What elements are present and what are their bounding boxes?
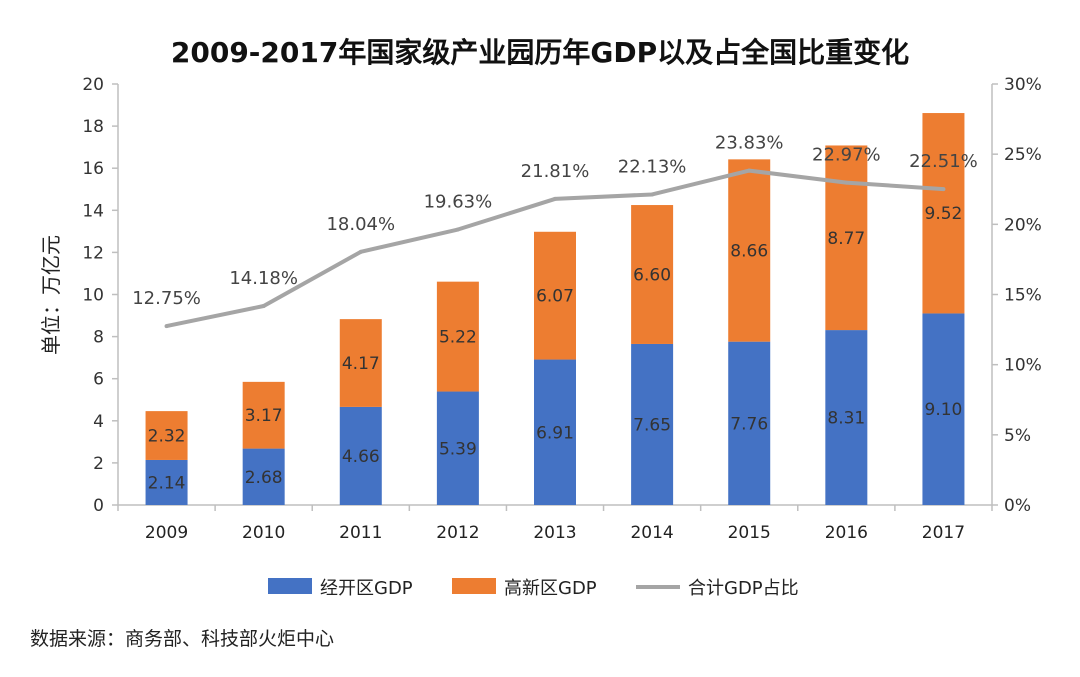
y-tick-label: 14 (82, 201, 104, 221)
bar-gaoxin-2017 (922, 113, 965, 314)
legend-swatch (268, 578, 312, 594)
bar-gaoxin-2016 (825, 145, 868, 331)
bar-data-label: 4.17 (342, 354, 380, 374)
gdp-share-point (941, 187, 946, 192)
bar-data-label: 7.65 (633, 415, 671, 435)
legend: 经开区GDP 高新区GDP 合计GDP占比 (268, 578, 799, 599)
y-tick-label: 18 (82, 117, 104, 137)
y2-tick-label: 15% (1004, 286, 1042, 306)
bar-data-label: 9.10 (925, 400, 963, 420)
x-tick-label: 2017 (922, 523, 965, 543)
y2-tick-label: 30% (1004, 75, 1042, 95)
x-tick-label: 2009 (145, 523, 188, 543)
x-tick-label: 2016 (825, 523, 868, 543)
gdp-share-point (164, 324, 169, 329)
bar-jingkai-2010 (242, 448, 285, 505)
gdp-share-point (844, 180, 849, 185)
line-data-label: 18.04% (326, 214, 395, 235)
bar-data-label: 8.77 (827, 229, 865, 249)
line-data-label: 14.18% (229, 268, 298, 289)
bar-gaoxin-2015 (728, 159, 771, 342)
x-tick-label: 2015 (728, 523, 771, 543)
y-tick-label: 4 (93, 412, 104, 432)
line-data-label: 22.97% (812, 145, 881, 166)
legend-label: 经开区GDP (320, 578, 413, 599)
bar-gaoxin-2011 (339, 319, 382, 407)
y-tick-label: 16 (82, 159, 104, 179)
y-tick-label: 6 (93, 370, 104, 390)
bar-jingkai-2014 (631, 343, 674, 505)
bar-jingkai-2013 (534, 359, 576, 505)
bar-data-label: 8.31 (827, 409, 865, 429)
x-tick-label: 2012 (436, 523, 479, 543)
bar-gaoxin-2010 (242, 381, 285, 449)
bar-gaoxin-2009 (145, 411, 188, 460)
bar-data-label: 6.07 (536, 287, 574, 307)
line-data-label: 22.13% (618, 156, 687, 177)
bar-data-label: 2.68 (245, 468, 283, 488)
bar-data-label: 8.66 (730, 242, 768, 262)
x-tick-label: 2013 (533, 523, 576, 543)
bar-gaoxin-2012 (436, 281, 479, 392)
bar-data-label: 2.32 (148, 427, 186, 447)
bar-jingkai-2012 (436, 391, 479, 505)
gdp-share-point (455, 227, 460, 232)
bar-data-label: 6.60 (633, 266, 671, 286)
y2-tick-label: 5% (1004, 426, 1031, 446)
gdp-share-point (650, 192, 655, 197)
bar-jingkai-2017 (922, 313, 965, 505)
x-tick-label: 2010 (242, 523, 285, 543)
bar-data-label: 3.17 (245, 406, 283, 426)
plot-area: 0 2 4 6 8 10 12 14 16 18 20 0% 5% 10% 15% 20% 25% 30% 2009… (82, 75, 1041, 543)
bar-data-label: 5.22 (439, 328, 477, 348)
source-note: 数据来源：商务部、科技部火炬中心 (30, 628, 334, 650)
bar-data-label: 4.66 (342, 447, 380, 467)
bar-gaoxin-2014 (631, 205, 674, 344)
gdp-share-point (747, 168, 752, 173)
legend-label: 高新区GDP (504, 578, 597, 599)
y2-tick-label: 0% (1004, 496, 1031, 516)
y-tick-label: 8 (93, 328, 104, 348)
y2-tick-label: 10% (1004, 356, 1042, 376)
legend-label: 合计GDP占比 (688, 578, 799, 599)
line-data-label: 21.81% (521, 161, 590, 182)
y-tick-label: 0 (93, 496, 104, 516)
bar-jingkai-2015 (728, 341, 771, 505)
y2-tick-label: 20% (1004, 215, 1042, 235)
bar-jingkai-2016 (825, 330, 868, 505)
gdp-share-point (358, 249, 363, 254)
bar-data-label: 2.14 (148, 473, 186, 493)
y-axis-label: 单位：万亿元 (39, 235, 63, 355)
bar-data-label: 9.52 (925, 204, 963, 224)
bar-jingkai-2009 (145, 459, 188, 505)
bar-data-label: 5.39 (439, 439, 477, 459)
line-data-label: 22.51% (909, 151, 978, 172)
x-tick-label: 2011 (339, 523, 382, 543)
y-tick-label: 12 (82, 243, 104, 263)
line-data-label: 19.63% (424, 192, 493, 213)
gdp-share-point (261, 304, 266, 309)
bar-gaoxin-2013 (534, 231, 576, 360)
line-data-label: 12.75% (132, 288, 201, 309)
legend-swatch (452, 578, 496, 594)
bar-jingkai-2011 (339, 406, 382, 505)
y2-tick-label: 25% (1004, 145, 1042, 165)
gdp-share-point (553, 196, 557, 201)
y-tick-label: 2 (93, 454, 104, 474)
y-tick-label: 20 (82, 75, 104, 95)
x-tick-label: 2014 (630, 523, 673, 543)
chart-title: 2009-2017年国家级产业园历年GDP以及占全国比重变化 (171, 36, 909, 69)
bar-data-label: 6.91 (536, 423, 574, 443)
bar-data-label: 7.76 (730, 414, 768, 434)
y-tick-label: 10 (82, 286, 104, 306)
line-data-label: 23.83% (715, 133, 784, 154)
